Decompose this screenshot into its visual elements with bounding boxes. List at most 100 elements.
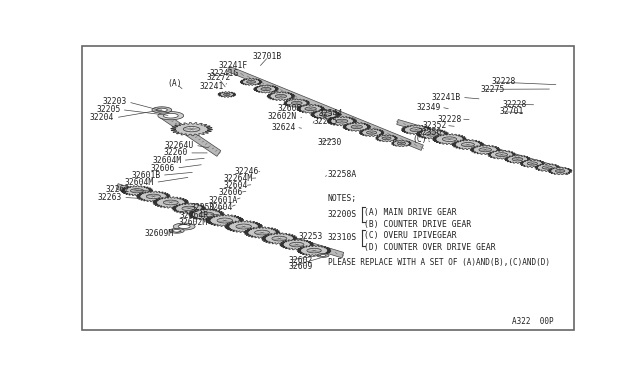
Polygon shape (272, 236, 287, 241)
Polygon shape (246, 80, 255, 83)
Text: 32602N: 32602N (268, 112, 297, 121)
Polygon shape (199, 212, 214, 217)
Polygon shape (147, 194, 161, 199)
Text: 32601A: 32601A (209, 196, 237, 205)
Polygon shape (401, 125, 431, 134)
Polygon shape (153, 197, 189, 208)
Polygon shape (426, 132, 438, 136)
Polygon shape (410, 128, 422, 132)
Polygon shape (392, 140, 412, 147)
Text: 32264M: 32264M (223, 174, 253, 183)
Polygon shape (156, 108, 167, 112)
Text: (A): (A) (167, 79, 182, 88)
Text: (C): (C) (413, 135, 428, 144)
Text: 32258A: 32258A (328, 170, 357, 179)
Polygon shape (488, 150, 515, 159)
Text: 32228: 32228 (492, 77, 516, 86)
Polygon shape (298, 245, 331, 256)
Text: 32608: 32608 (278, 104, 302, 113)
Text: 32350: 32350 (418, 128, 442, 137)
Text: 32544: 32544 (318, 109, 342, 118)
Polygon shape (236, 224, 252, 229)
Polygon shape (310, 110, 340, 119)
Text: 32241G: 32241G (209, 69, 239, 78)
Text: 32310S: 32310S (328, 233, 357, 242)
Polygon shape (317, 254, 329, 257)
Polygon shape (452, 140, 484, 150)
Polygon shape (442, 137, 457, 141)
Text: 32701: 32701 (500, 107, 524, 116)
Text: (B) COUNTER DRIVE GEAR: (B) COUNTER DRIVE GEAR (364, 220, 471, 229)
Polygon shape (170, 228, 184, 233)
Text: 32606: 32606 (151, 164, 175, 173)
Polygon shape (305, 107, 316, 110)
Polygon shape (367, 131, 377, 134)
Text: 32624: 32624 (272, 123, 296, 132)
Polygon shape (520, 160, 545, 167)
Text: PLEASE REPLACE WITH A SET OF (A)AND(B),(C)AND(D): PLEASE REPLACE WITH A SET OF (A)AND(B),(… (328, 258, 550, 267)
Polygon shape (163, 113, 178, 118)
Text: 32604M: 32604M (124, 178, 154, 187)
Polygon shape (183, 126, 200, 132)
Polygon shape (556, 170, 565, 173)
Text: 32246: 32246 (234, 167, 259, 176)
Text: 32604: 32604 (209, 203, 233, 212)
Polygon shape (253, 85, 278, 93)
Polygon shape (255, 230, 269, 235)
Polygon shape (158, 112, 184, 120)
Polygon shape (178, 225, 190, 228)
Polygon shape (351, 125, 362, 129)
Text: 32253: 32253 (298, 232, 323, 241)
Polygon shape (217, 218, 232, 223)
Text: 32263: 32263 (97, 193, 122, 202)
Text: 32601B: 32601B (131, 171, 161, 180)
Text: 32228: 32228 (502, 100, 527, 109)
Polygon shape (223, 93, 230, 96)
Text: 32262: 32262 (105, 185, 129, 194)
Text: 32245: 32245 (313, 116, 337, 126)
Polygon shape (397, 119, 570, 174)
Polygon shape (470, 145, 500, 154)
Text: 32228: 32228 (438, 115, 462, 124)
Polygon shape (291, 102, 302, 105)
Text: 32250: 32250 (191, 203, 215, 212)
Polygon shape (376, 135, 397, 142)
Text: 32602M: 32602M (179, 218, 208, 227)
Polygon shape (512, 157, 523, 161)
Polygon shape (290, 242, 304, 247)
Polygon shape (542, 166, 552, 169)
Polygon shape (307, 248, 321, 253)
Polygon shape (275, 94, 287, 98)
Text: 32602: 32602 (288, 256, 313, 264)
Polygon shape (548, 167, 572, 175)
Text: 32701B: 32701B (253, 52, 282, 61)
Polygon shape (327, 116, 356, 126)
Polygon shape (218, 92, 236, 97)
Polygon shape (244, 227, 280, 238)
Text: 32203: 32203 (103, 97, 127, 106)
Polygon shape (262, 233, 297, 244)
Text: 32230: 32230 (317, 138, 342, 147)
Polygon shape (189, 209, 225, 220)
Polygon shape (225, 221, 262, 232)
Polygon shape (182, 206, 196, 211)
Polygon shape (397, 142, 406, 145)
Polygon shape (160, 112, 221, 156)
Text: 32275: 32275 (481, 85, 505, 94)
Text: 32604: 32604 (223, 181, 248, 190)
Text: 32241B: 32241B (431, 93, 461, 102)
Polygon shape (152, 107, 172, 113)
Text: A322  00P: A322 00P (511, 317, 553, 326)
Polygon shape (461, 142, 474, 147)
Polygon shape (228, 66, 423, 150)
Polygon shape (206, 215, 244, 227)
Polygon shape (284, 99, 310, 107)
Polygon shape (320, 254, 326, 256)
Polygon shape (280, 239, 314, 250)
Polygon shape (173, 223, 195, 230)
Text: 32200S: 32200S (328, 210, 357, 219)
Text: 32264U: 32264U (165, 141, 194, 150)
Text: NOTES;: NOTES; (328, 193, 357, 203)
Polygon shape (382, 137, 391, 140)
Text: 32260: 32260 (164, 148, 188, 157)
